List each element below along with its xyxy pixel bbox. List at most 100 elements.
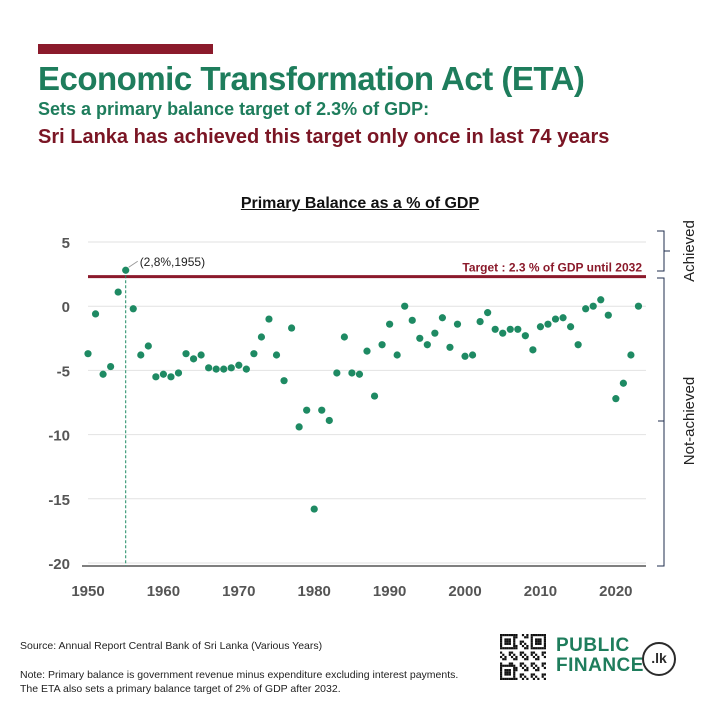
qr-module (515, 655, 518, 659)
data-point (627, 351, 635, 359)
qr-module (510, 677, 514, 680)
qr-module (506, 638, 509, 641)
data-point (242, 365, 250, 373)
qr-module (530, 673, 533, 676)
qr-module (537, 638, 540, 641)
data-point (521, 332, 529, 340)
qr-module (515, 669, 518, 672)
qr-module (530, 664, 533, 667)
data-point (122, 266, 130, 274)
data-point (612, 395, 620, 403)
data-point (416, 334, 424, 342)
data-point (303, 406, 311, 414)
qr-module (513, 673, 516, 676)
qr-module (519, 662, 522, 665)
qr-module (510, 651, 514, 654)
qr-module (519, 642, 522, 645)
data-point (401, 302, 409, 310)
qr-module (500, 669, 503, 672)
data-point (544, 320, 552, 328)
qr-module (535, 638, 538, 641)
qr-module (519, 673, 522, 676)
qr-module (537, 647, 540, 650)
qr-module (543, 638, 546, 641)
y-tick-label: -5 (57, 363, 70, 380)
qr-module (508, 634, 511, 637)
qr-module (535, 664, 538, 667)
qr-module (500, 677, 503, 680)
data-point (318, 406, 326, 414)
qr-module (530, 651, 533, 654)
qr-module (513, 653, 516, 656)
qr-module (543, 651, 546, 654)
qr-module (510, 634, 514, 637)
data-point (484, 309, 492, 317)
qr-module (524, 636, 527, 639)
qr-module (532, 651, 536, 654)
achieved-label: Achieved (681, 220, 698, 282)
data-point (107, 362, 115, 371)
qr-module (500, 644, 503, 648)
data-point (491, 325, 499, 333)
qr-module (515, 666, 518, 670)
qr-module (543, 644, 546, 648)
qr-module (543, 642, 546, 645)
qr-module (537, 658, 540, 661)
highlight-label: (2,8%,1955) (140, 255, 205, 269)
qr-module (506, 671, 509, 674)
data-point (295, 423, 303, 431)
qr-module (537, 642, 540, 645)
data-point (476, 318, 484, 326)
x-tick-label: 1960 (147, 583, 180, 600)
data-point (423, 341, 431, 349)
qr-module (532, 673, 536, 676)
publicfinance-logo: PUBLIC FINANCE .lk (556, 636, 676, 682)
qr-module (500, 655, 503, 659)
qr-module (537, 669, 540, 672)
qr-module (510, 664, 514, 667)
qr-module (513, 634, 516, 637)
y-tick-label: -10 (48, 428, 70, 445)
qr-module (513, 664, 516, 667)
qr-module (500, 642, 503, 645)
qr-module (541, 634, 544, 637)
data-point (536, 323, 545, 331)
data-point (514, 325, 522, 333)
qr-module (537, 666, 540, 670)
qr-module (521, 640, 525, 643)
qr-module (508, 662, 511, 665)
qr-module (541, 673, 544, 676)
qr-module (500, 636, 503, 639)
qr-module (521, 634, 525, 637)
qr-module (532, 677, 536, 680)
qr-module (539, 647, 542, 650)
qr-module (535, 675, 538, 678)
qr-module (506, 642, 509, 645)
data-point (287, 324, 296, 332)
logo-line2: FINANCE (556, 655, 644, 676)
qr-module (526, 644, 529, 648)
data-point (205, 364, 213, 372)
qr-module (513, 640, 516, 643)
qr-module (508, 673, 511, 676)
qr-module (543, 640, 546, 643)
data-point (84, 350, 92, 358)
qr-module (537, 677, 540, 680)
qr-module (500, 638, 503, 641)
qr-module (510, 655, 514, 659)
data-point (235, 361, 243, 369)
data-point (370, 392, 379, 400)
qr-module (541, 647, 544, 650)
qr-module (526, 666, 529, 670)
qr-module (515, 636, 518, 639)
data-point (137, 351, 145, 359)
qr-module (500, 675, 503, 678)
qr-module (530, 640, 533, 643)
qr-module (504, 642, 507, 645)
qr-module (532, 655, 536, 659)
qr-module (506, 647, 509, 650)
qr-module (530, 636, 533, 639)
qr-module (541, 664, 544, 667)
data-point (408, 316, 416, 324)
data-point (431, 329, 439, 337)
